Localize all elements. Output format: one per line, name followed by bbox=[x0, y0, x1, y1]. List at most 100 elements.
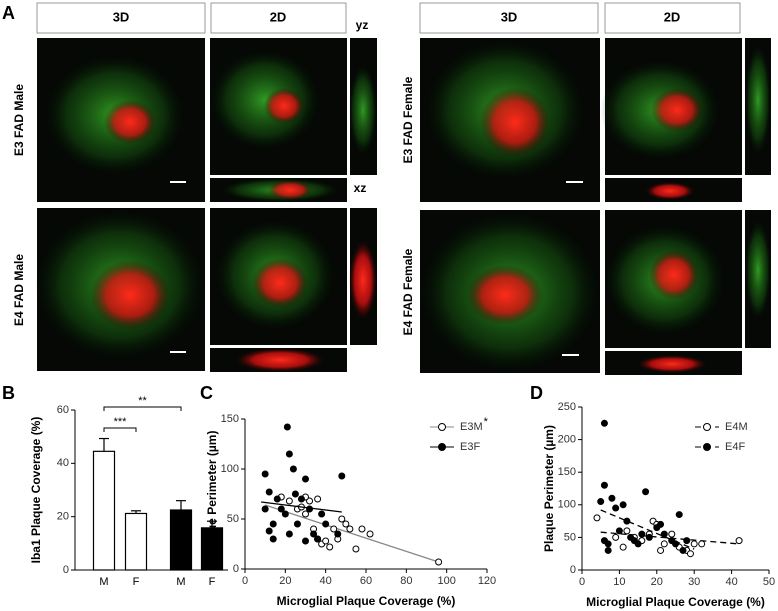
legend-label: E4F bbox=[725, 441, 745, 453]
point bbox=[285, 530, 293, 538]
point bbox=[306, 505, 314, 513]
point bbox=[679, 546, 687, 554]
bar bbox=[92, 450, 116, 571]
y-tick-label: 40 bbox=[57, 457, 69, 469]
point bbox=[435, 558, 443, 566]
point bbox=[735, 537, 743, 545]
legend-marker bbox=[703, 423, 711, 431]
x-axis-label: Microglial Plaque Coverage (%) bbox=[277, 594, 456, 608]
point bbox=[619, 501, 627, 509]
point bbox=[615, 527, 623, 535]
point bbox=[306, 497, 314, 505]
x-tick-label: 20 bbox=[651, 576, 663, 588]
point bbox=[604, 546, 612, 554]
panel-letter: C bbox=[200, 383, 213, 403]
x-tick-label: 40 bbox=[320, 575, 332, 587]
x-tick-label: M bbox=[99, 576, 108, 588]
point bbox=[265, 527, 273, 535]
point bbox=[326, 543, 334, 551]
point bbox=[273, 495, 281, 503]
yz-label: yz bbox=[356, 18, 369, 32]
point bbox=[600, 419, 608, 427]
row-label: E3 FAD Male bbox=[12, 84, 26, 156]
point bbox=[261, 505, 269, 513]
point bbox=[338, 472, 346, 480]
bar bbox=[200, 527, 224, 571]
point bbox=[642, 488, 650, 496]
point bbox=[269, 520, 277, 528]
point bbox=[322, 537, 330, 545]
panel-letter: A bbox=[2, 3, 15, 23]
y-axis-label: Plaque Perimeter (µm) bbox=[205, 431, 219, 558]
header-box bbox=[419, 2, 599, 34]
row-label: E4 FAD Female bbox=[401, 248, 415, 335]
legend-label: E4M bbox=[725, 421, 748, 433]
point bbox=[593, 514, 601, 522]
point bbox=[634, 540, 642, 548]
point bbox=[330, 525, 338, 533]
point bbox=[645, 533, 653, 541]
sig-label: *** bbox=[114, 416, 128, 428]
point bbox=[265, 488, 273, 496]
x-tick-label: 40 bbox=[725, 576, 737, 588]
point bbox=[619, 543, 627, 551]
y-tick-label: 0 bbox=[570, 564, 576, 576]
x-tick-label: 20 bbox=[279, 575, 291, 587]
y-tick-label: 200 bbox=[558, 434, 576, 446]
row-label: E3 FAD Female bbox=[401, 76, 415, 163]
point bbox=[322, 520, 330, 528]
point bbox=[314, 495, 322, 503]
point bbox=[269, 535, 277, 543]
point bbox=[698, 540, 706, 548]
sig-bracket bbox=[103, 406, 182, 411]
y-tick-label: 150 bbox=[221, 413, 239, 425]
point bbox=[318, 510, 326, 518]
y-tick-label: 50 bbox=[564, 531, 576, 543]
y-tick-label: 100 bbox=[558, 499, 576, 511]
header: 3D bbox=[501, 9, 518, 24]
x-tick-label: 120 bbox=[478, 575, 496, 587]
x-axis-label: Microglial Plaque Coverage (%) bbox=[586, 595, 765, 609]
x-tick-label: 60 bbox=[360, 575, 372, 587]
point bbox=[358, 525, 366, 533]
point bbox=[302, 510, 309, 518]
y-tick-label: 50 bbox=[227, 513, 239, 525]
header: 2D bbox=[664, 9, 681, 24]
point bbox=[338, 515, 346, 523]
point bbox=[597, 498, 605, 506]
point bbox=[608, 494, 616, 502]
header-box bbox=[36, 2, 206, 34]
legend-note: * bbox=[484, 416, 489, 428]
point bbox=[285, 497, 293, 505]
xz-label: xz bbox=[354, 181, 367, 195]
point bbox=[612, 533, 620, 541]
point bbox=[612, 504, 620, 512]
point bbox=[623, 527, 631, 535]
x-tick-label: 80 bbox=[400, 575, 412, 587]
bar bbox=[169, 509, 193, 571]
y-tick-label: 250 bbox=[558, 401, 576, 413]
y-tick-label: 0 bbox=[233, 563, 239, 575]
header-box bbox=[210, 2, 347, 34]
point bbox=[289, 465, 297, 473]
point bbox=[686, 550, 694, 558]
point bbox=[277, 505, 285, 513]
y-tick-label: 150 bbox=[558, 466, 576, 478]
header-box bbox=[604, 2, 741, 34]
legend-label: E3M bbox=[460, 421, 483, 433]
point bbox=[660, 530, 668, 538]
point bbox=[672, 540, 679, 548]
point bbox=[285, 450, 293, 458]
legend-marker bbox=[438, 423, 446, 431]
x-tick-label: 10 bbox=[613, 576, 625, 588]
x-tick-label: M bbox=[176, 576, 185, 588]
point bbox=[675, 511, 683, 519]
y-tick-label: 20 bbox=[57, 511, 69, 523]
point bbox=[683, 537, 691, 545]
y-tick-label: 100 bbox=[221, 463, 239, 475]
x-tick-label: 100 bbox=[437, 575, 455, 587]
point bbox=[302, 537, 309, 545]
x-tick-label: F bbox=[133, 576, 140, 588]
legend-label: E3F bbox=[460, 441, 480, 453]
point bbox=[310, 530, 318, 538]
